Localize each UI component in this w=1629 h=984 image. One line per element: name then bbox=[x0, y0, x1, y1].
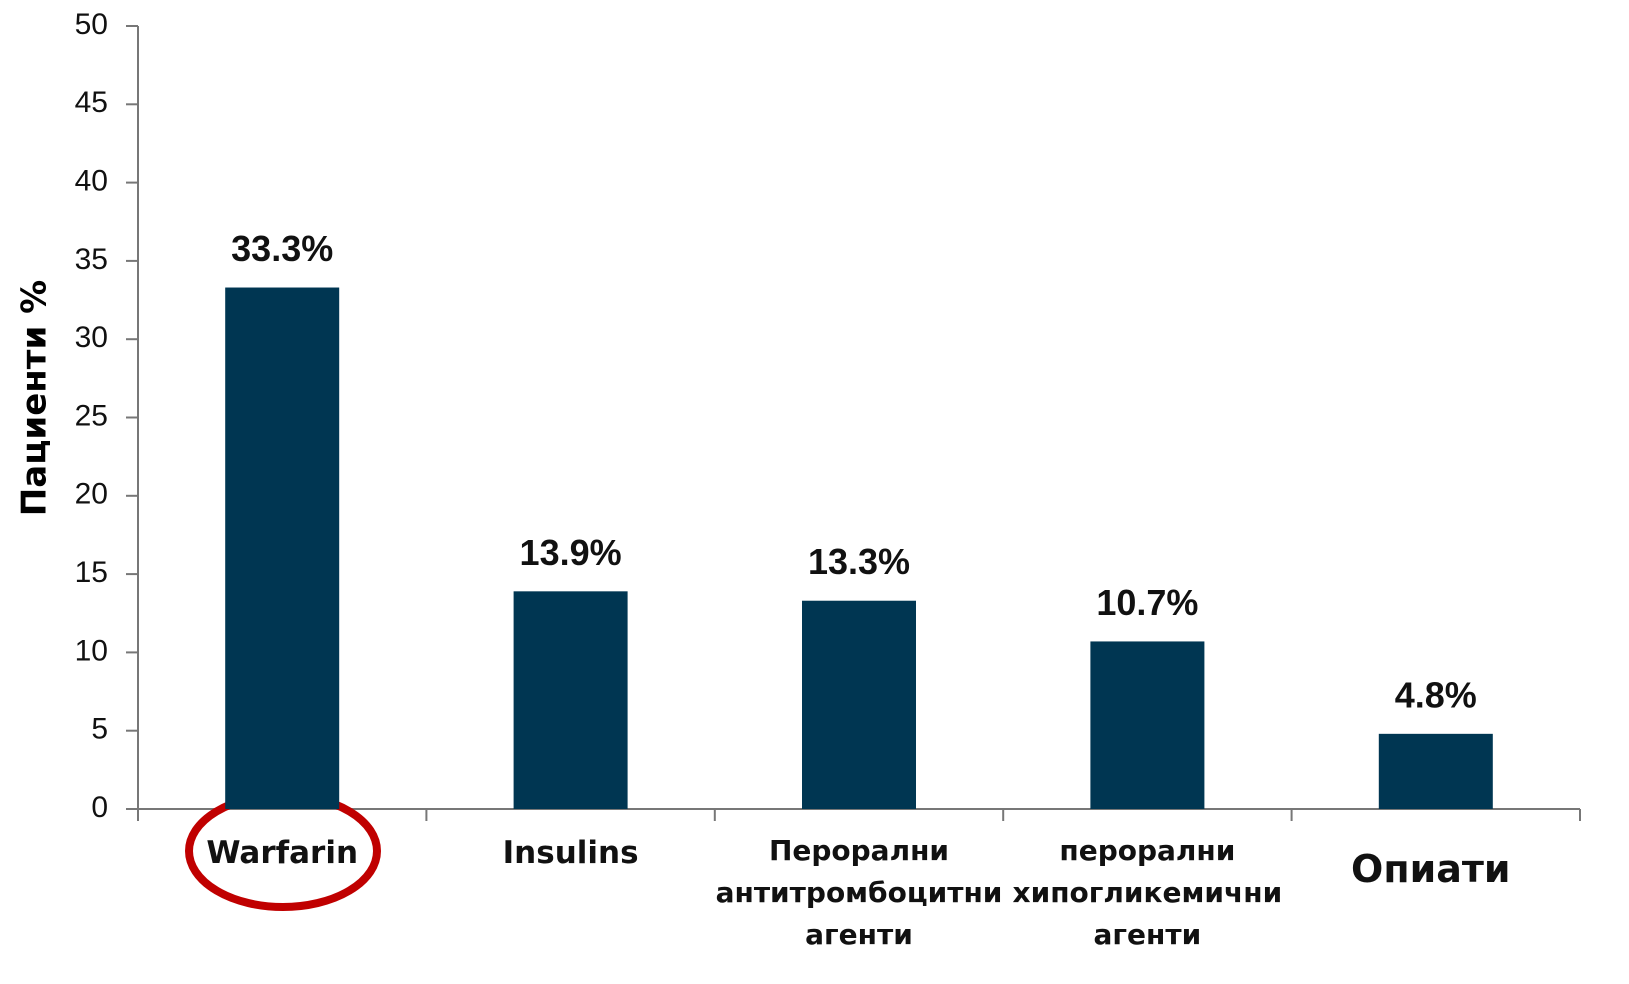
data-label: 10.7% bbox=[1096, 582, 1198, 623]
data-label: 4.8% bbox=[1395, 674, 1477, 715]
y-tick-label: 35 bbox=[75, 243, 108, 276]
bar bbox=[1090, 641, 1205, 809]
y-tick-label: 40 bbox=[75, 165, 108, 198]
y-tick-label: 25 bbox=[75, 399, 108, 432]
y-tick-label: 5 bbox=[91, 713, 108, 746]
x-tick-label: перорални хипогликемични агенти bbox=[1012, 834, 1283, 951]
bar bbox=[225, 287, 340, 810]
y-tick-label: 50 bbox=[75, 8, 108, 41]
y-tick-label: 45 bbox=[75, 86, 108, 119]
x-tick-label: Перорални антитромбоцитни агенти bbox=[715, 834, 1003, 951]
y-tick-label: 15 bbox=[75, 556, 108, 589]
y-tick-label: 20 bbox=[75, 478, 108, 511]
y-tick-label: 30 bbox=[75, 321, 108, 354]
x-tick-label: Insulins bbox=[502, 835, 639, 871]
bar bbox=[513, 591, 628, 809]
data-label: 13.3% bbox=[808, 541, 910, 582]
data-label: 13.9% bbox=[520, 532, 622, 573]
bar bbox=[802, 600, 916, 809]
x-tick-label: Опиати bbox=[1351, 847, 1511, 891]
y-axis-title: Пациенти % bbox=[15, 280, 55, 516]
y-tick-label: 10 bbox=[75, 634, 108, 667]
bar bbox=[1378, 733, 1493, 809]
x-tick-label: Warfarin bbox=[206, 835, 359, 871]
y-tick-label: 0 bbox=[91, 791, 108, 824]
data-label: 33.3% bbox=[231, 228, 333, 269]
